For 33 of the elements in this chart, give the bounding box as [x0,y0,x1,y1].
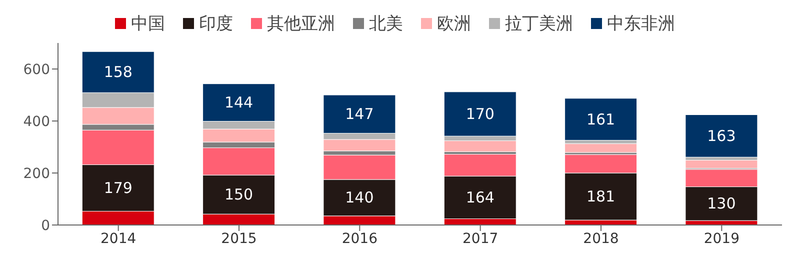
bar [685,114,758,158]
x-tick-label: 2015 [221,230,257,247]
data-label: 163 [707,126,736,145]
data-label: 140 [345,188,374,207]
data-label: 161 [586,110,616,128]
data-label: 164 [466,188,494,206]
data-label: 179 [104,178,132,197]
data-label: 130 [707,194,736,213]
y-tick-label: 0 [41,218,50,234]
x-tick-label: 2014 [100,230,136,247]
legend-label: 中国 [131,13,165,35]
x-tick-label: 2017 [462,230,498,247]
bar [444,140,516,152]
legend-label: 印度 [199,13,233,35]
data-label: 181 [586,188,616,206]
legend-label: 北美 [369,13,403,35]
bar [564,98,638,140]
x-tick-label: 2016 [342,230,378,247]
y-tick-label: 200 [23,166,50,182]
data-label: 147 [345,105,374,124]
data-label: 144 [224,94,254,112]
legend-label: 欧洲 [437,13,471,35]
legend-label: 拉丁美洲 [505,13,573,35]
x-tick-label: 2018 [583,230,619,247]
data-label: 150 [224,186,254,204]
data-label: 170 [466,104,494,123]
y-tick-label: 600 [23,62,50,78]
y-tick-label: 400 [23,114,50,130]
data-label: 158 [104,63,132,82]
legend-label: 中东非洲 [607,13,675,35]
bar [564,143,638,153]
x-tick-label: 2019 [704,230,740,247]
legend-label: 其他亚洲 [267,13,335,35]
